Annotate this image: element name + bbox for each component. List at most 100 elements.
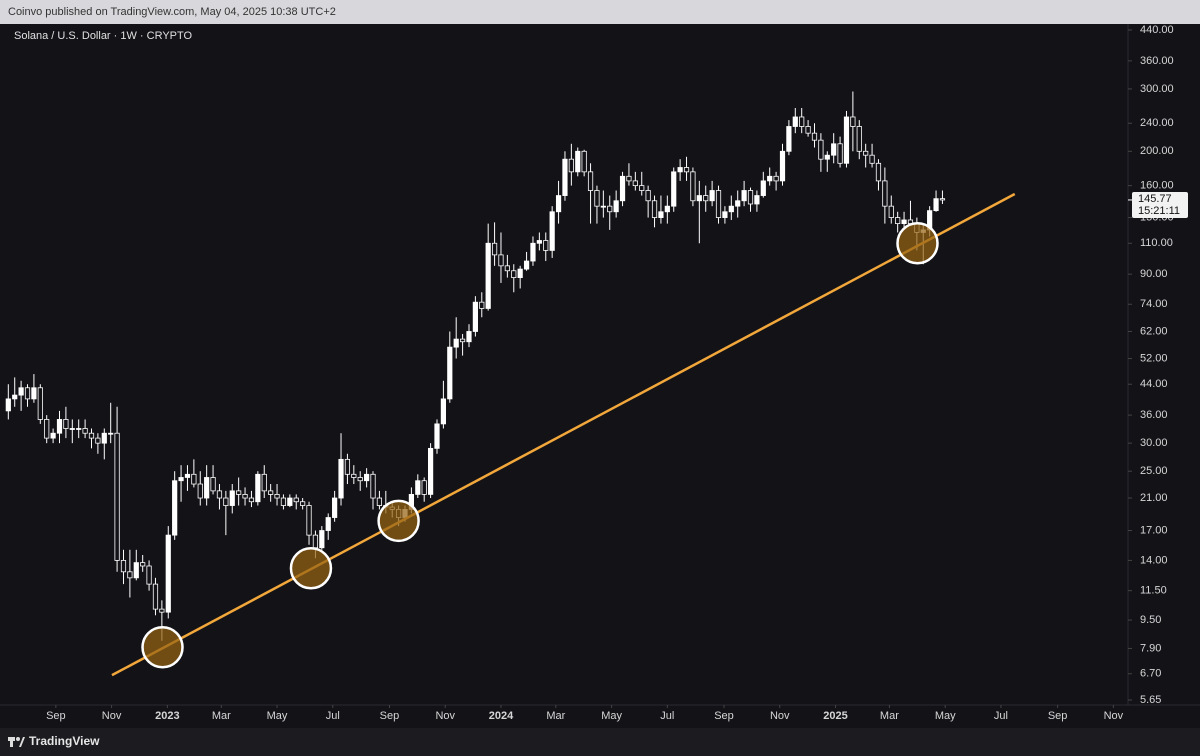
plot-area: 440.00360.00300.00240.00200.00160.00130.… bbox=[5, 24, 1188, 722]
candle-body bbox=[140, 562, 146, 567]
candle-body bbox=[498, 254, 504, 267]
x-tick-label: May bbox=[935, 710, 956, 722]
x-tick-label: Mar bbox=[546, 710, 565, 722]
candle-body bbox=[466, 331, 472, 343]
y-tick-label: 90.00 bbox=[1140, 268, 1168, 280]
candle-body bbox=[415, 480, 421, 495]
candle-body bbox=[587, 171, 594, 191]
candle-body bbox=[703, 195, 709, 202]
candle-body bbox=[856, 126, 862, 152]
candle-body bbox=[440, 398, 446, 425]
brand-logo bbox=[8, 737, 25, 747]
candle-body bbox=[459, 338, 466, 343]
y-tick-label: 44.00 bbox=[1140, 378, 1168, 390]
candle-body bbox=[472, 301, 478, 332]
candle-body bbox=[319, 530, 325, 549]
candle-body bbox=[351, 473, 357, 478]
candle-body bbox=[364, 473, 370, 482]
candle-body bbox=[159, 608, 165, 613]
candle-body bbox=[888, 205, 894, 218]
candle-body bbox=[786, 126, 792, 152]
candle-body bbox=[101, 432, 107, 444]
candle-body bbox=[152, 583, 159, 610]
candle-body bbox=[56, 419, 63, 434]
candle-body bbox=[517, 268, 523, 278]
candle-body bbox=[82, 428, 88, 434]
candle-body bbox=[901, 219, 907, 225]
candle-body bbox=[12, 394, 18, 400]
candle-body bbox=[741, 190, 747, 202]
candle-body bbox=[837, 143, 843, 164]
candle-body bbox=[933, 198, 939, 212]
x-tick-label: May bbox=[267, 710, 288, 722]
candle-body bbox=[95, 437, 101, 444]
candle-body bbox=[229, 490, 235, 506]
y-tick-label: 25.00 bbox=[1140, 465, 1168, 477]
y-tick-label: 36.00 bbox=[1140, 409, 1168, 421]
y-tick-label: 11.50 bbox=[1140, 585, 1167, 597]
candle-body bbox=[645, 190, 651, 202]
candle-body bbox=[274, 494, 280, 499]
candle-body bbox=[332, 497, 338, 518]
trendline bbox=[111, 192, 1016, 677]
highlight-circle bbox=[377, 499, 420, 543]
y-tick-label: 21.00 bbox=[1140, 492, 1168, 504]
candle-body bbox=[108, 432, 114, 435]
candle-body bbox=[799, 116, 805, 127]
candle-body bbox=[581, 150, 587, 173]
candle-body bbox=[325, 517, 331, 531]
candle-body bbox=[831, 143, 837, 156]
candle-body bbox=[18, 387, 24, 396]
y-tick-label: 30.00 bbox=[1140, 437, 1168, 449]
candle-body bbox=[677, 167, 683, 173]
candle-body bbox=[44, 419, 50, 439]
candle-body bbox=[696, 195, 702, 202]
candle-body bbox=[811, 132, 818, 141]
candle-body bbox=[754, 195, 760, 205]
candle-body bbox=[306, 505, 312, 536]
candle-body bbox=[293, 497, 299, 503]
candle-body bbox=[767, 175, 773, 182]
candle-body bbox=[575, 150, 581, 173]
last-price-label: 145.77 bbox=[1138, 193, 1172, 205]
bottom-bar bbox=[0, 728, 1200, 756]
candle-body bbox=[639, 185, 645, 191]
candle-body bbox=[568, 158, 574, 173]
candle-body bbox=[626, 175, 632, 182]
candle-body bbox=[491, 242, 498, 256]
y-tick-label: 74.00 bbox=[1140, 298, 1168, 310]
x-tick-label: Nov bbox=[102, 710, 122, 722]
x-tick-label: May bbox=[601, 710, 622, 722]
y-tick-label: 52.00 bbox=[1140, 352, 1168, 364]
candle-body bbox=[88, 432, 95, 439]
candle-body bbox=[843, 116, 850, 164]
candle-body bbox=[376, 497, 383, 506]
highlight-circle bbox=[289, 547, 333, 590]
x-tick-label: Nov bbox=[770, 710, 790, 722]
x-tick-label: Sep bbox=[714, 710, 734, 722]
candle-body bbox=[511, 270, 517, 278]
candle-body bbox=[562, 158, 568, 196]
x-tick-label: Jul bbox=[326, 710, 340, 722]
candle-body bbox=[453, 338, 459, 348]
x-tick-label: Sep bbox=[380, 710, 400, 722]
candle-body bbox=[261, 473, 267, 492]
candle-body bbox=[76, 428, 82, 430]
candle-body bbox=[658, 211, 664, 218]
candle-body bbox=[178, 477, 184, 482]
y-tick-label: 6.70 bbox=[1140, 668, 1161, 680]
candle-body bbox=[728, 205, 734, 213]
candle-body bbox=[50, 432, 56, 439]
candle-body bbox=[536, 240, 542, 244]
candle-body bbox=[690, 171, 696, 202]
y-tick-label: 14.00 bbox=[1140, 554, 1168, 566]
candle-body bbox=[242, 494, 248, 499]
y-tick-label: 62.00 bbox=[1140, 325, 1168, 337]
candle-body bbox=[120, 560, 127, 573]
candle-body bbox=[818, 139, 824, 160]
brand: TradingView bbox=[29, 734, 100, 748]
x-tick-label: Sep bbox=[46, 710, 66, 722]
candle-body bbox=[549, 211, 555, 251]
candle-body bbox=[824, 154, 830, 160]
